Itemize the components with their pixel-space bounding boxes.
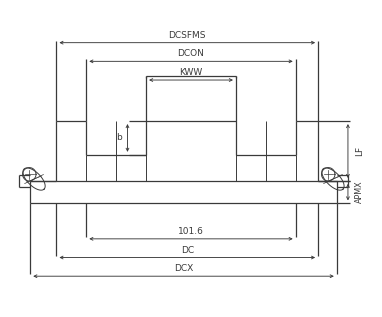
Text: 101.6: 101.6: [178, 227, 204, 236]
Text: DCX: DCX: [174, 264, 193, 273]
Text: APMX: APMX: [355, 181, 364, 204]
Text: DCON: DCON: [178, 49, 204, 58]
Text: DCSFMS: DCSFMS: [168, 31, 206, 40]
Text: b: b: [116, 133, 122, 142]
Text: KWW: KWW: [180, 68, 202, 77]
Text: DC: DC: [181, 246, 194, 255]
Text: LF: LF: [355, 146, 364, 156]
